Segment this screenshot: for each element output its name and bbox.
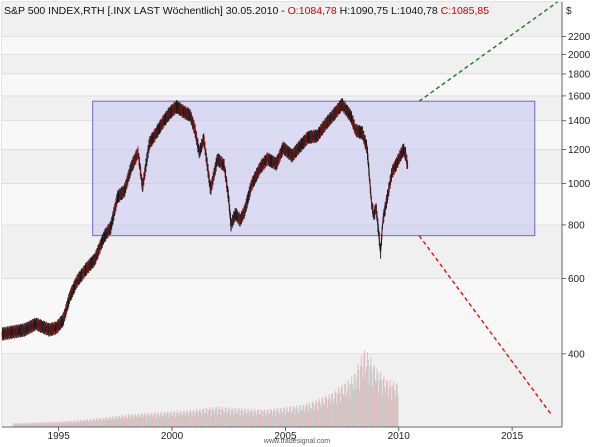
x-tick-label: 2005 [274,431,297,442]
y-tick-label: 1800 [568,69,591,80]
trend-line-up [418,1,558,102]
background-band [2,73,562,96]
y-axis: 400 600 800 1000 1200 1400 1600 1800 2000 2200 [561,2,591,427]
header-high: H:1090,75 [337,5,389,17]
x-tick-label: 1995 [48,431,71,442]
background-band [2,36,562,55]
trend-line-down [418,235,552,415]
y-tick-label: 2000 [568,50,591,61]
y-tick-label: 400 [568,349,585,360]
range-box [92,100,536,237]
trend-lines [418,1,558,415]
chart-header: S&P 500 INDEX,RTH [.INX LAST Wöchentlich… [4,5,489,17]
footer-brand: www.tradesignal.com [263,438,330,445]
price-series [1,98,409,341]
header-close: C:1085,85 [438,5,490,17]
background-band [2,278,562,354]
header-open: O:1084,78 [288,5,337,17]
header-instrument: S&P 500 INDEX,RTH [.INX LAST Wöchentlich… [4,5,288,17]
y-tick-label: 2200 [568,32,591,43]
x-tick-label: 2015 [501,431,524,442]
x-axis: 1995 2000 2005 2010 2015 [2,426,562,442]
y-tick-label: 800 [568,220,585,231]
x-tick-label: 2010 [388,431,411,442]
range-box-rect [92,100,536,237]
y-tick-label: 1600 [568,91,591,102]
currency-label: $ [566,6,572,17]
y-tick-label: 600 [568,274,585,285]
x-tick-label: 2000 [161,431,184,442]
background-band [2,54,562,74]
y-tick-label: 1200 [568,145,591,156]
y-tick-label: 1000 [568,179,591,190]
y-tick-label: 1400 [568,116,591,127]
background-band [2,2,562,37]
header-low: L:1040,78 [388,5,438,17]
volume-bars [12,350,399,427]
